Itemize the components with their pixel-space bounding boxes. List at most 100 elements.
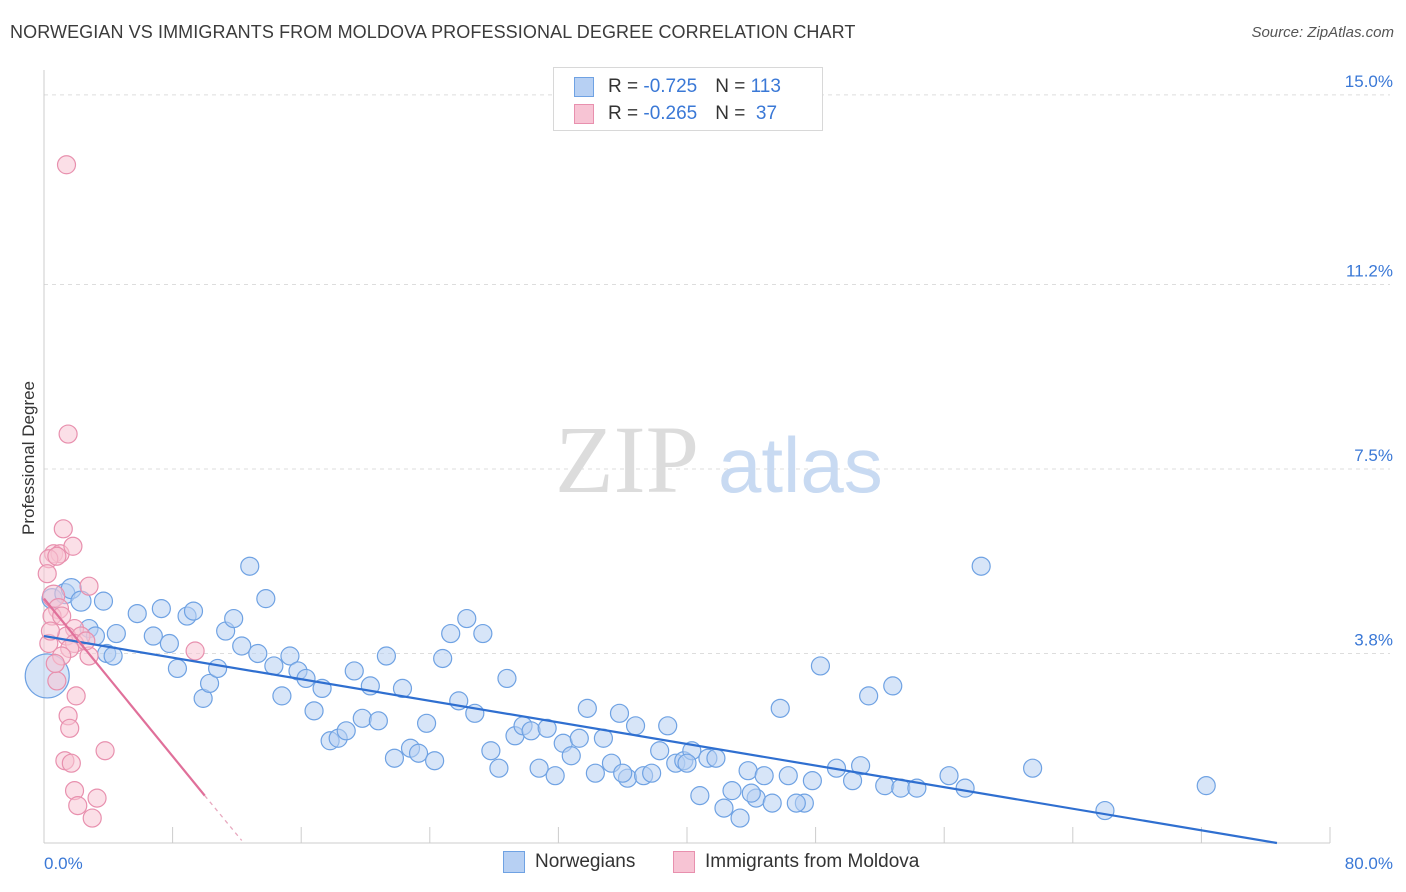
trend-layer — [43, 597, 1278, 845]
moldova-point — [60, 718, 80, 738]
moldova-point — [95, 741, 115, 761]
y-tick-label: 7.5% — [1354, 446, 1393, 465]
watermark: ZIP atlas — [555, 406, 883, 513]
legend-swatch-moldova — [574, 104, 594, 124]
norwegians-point — [859, 686, 879, 706]
moldova-point — [45, 653, 65, 674]
moldova-point — [47, 671, 67, 691]
norwegians-point — [106, 623, 126, 644]
norwegians-point — [971, 556, 991, 576]
norwegians-point — [159, 633, 179, 654]
moldova-trendline — [43, 597, 206, 797]
norwegians-point — [224, 608, 244, 629]
norwegians-point — [577, 698, 597, 718]
y-tick-label: 3.8% — [1354, 630, 1393, 649]
norwegians-point — [786, 793, 806, 813]
norwegians-point — [650, 741, 670, 761]
legend-r-label: R = — [608, 76, 644, 97]
x-tick-label-min: 0.0% — [44, 854, 83, 873]
axis-layer — [43, 70, 1331, 844]
norwegians-point — [489, 758, 509, 778]
norwegians-point — [280, 646, 300, 666]
norwegians-point — [658, 716, 678, 736]
norwegians-point — [738, 761, 758, 781]
norwegians-point — [810, 656, 831, 676]
correlation-legend: R = -0.725 N = 113 R = -0.265 N = 37 — [553, 67, 823, 131]
norwegians-point — [264, 656, 284, 676]
label-layer: 3.8% 7.5% 11.2% 15.0% 0.0% 80.0% Professional … — [19, 72, 1393, 873]
moldova-point — [53, 519, 73, 539]
legend-n-label: N = — [715, 76, 751, 97]
legend-n-value: 37 — [750, 103, 778, 124]
norwegians-point — [561, 746, 581, 766]
norwegians-point — [392, 678, 413, 699]
moldova-point — [52, 606, 72, 626]
moldova-point — [66, 686, 86, 706]
norwegians-point — [1095, 800, 1115, 821]
legend-row-norwegians: R = -0.725 N = 113 — [574, 74, 781, 100]
norwegians-point — [609, 703, 630, 723]
norwegians-point — [199, 673, 220, 694]
chart-title: NORWEGIAN VS IMMIGRANTS FROM MOLDOVA PRO… — [10, 22, 856, 42]
moldova-point — [61, 753, 81, 773]
legend-swatch-norwegians — [574, 77, 594, 97]
moldova-point — [47, 546, 67, 566]
norwegians-point — [762, 793, 782, 813]
norwegians-point — [481, 741, 501, 761]
norwegians-point — [545, 766, 565, 786]
norwegians-point — [93, 591, 114, 611]
moldova-point — [82, 808, 102, 828]
norwegians-point — [127, 603, 147, 624]
norwegians-point — [433, 648, 453, 669]
y-tick-label: 15.0% — [1345, 72, 1393, 91]
moldova-point — [68, 795, 88, 816]
norwegians-point — [722, 781, 742, 801]
legend-row-moldova: R = -0.265 N = 37 — [574, 101, 777, 127]
norwegians-point — [714, 798, 734, 818]
watermark-zip: ZIP — [555, 406, 699, 513]
norwegians-point — [183, 601, 204, 621]
moldova-point — [56, 155, 77, 175]
norwegians-point — [497, 668, 517, 689]
norwegians-point — [939, 766, 959, 786]
moldova-trendline-extension — [204, 795, 243, 841]
legend-r-value: -0.725 — [643, 76, 698, 97]
legend-r-value: -0.265 — [643, 103, 698, 124]
legend-r-label: R = — [608, 103, 644, 124]
norwegians-point — [625, 716, 646, 736]
moldova-point — [58, 424, 78, 444]
moldova-point — [79, 576, 99, 596]
norwegians-point — [344, 661, 364, 681]
norwegians-point — [256, 589, 276, 609]
norwegians-point — [778, 766, 798, 786]
y-axis-label: Professional Degree — [19, 381, 38, 535]
norwegians-point — [368, 711, 388, 731]
norwegians-point — [167, 658, 188, 679]
bottom-legend-label-norwegians: Norwegians — [535, 851, 636, 872]
norwegians-point — [416, 713, 437, 733]
norwegians-point — [336, 721, 356, 741]
y-tick-label: 11.2% — [1346, 261, 1393, 280]
norwegians-point — [883, 676, 903, 696]
norwegians-point — [232, 636, 252, 656]
norwegians-point — [690, 786, 710, 806]
norwegians-point — [706, 748, 726, 768]
norwegians-point — [457, 608, 477, 629]
norwegians-point — [304, 701, 324, 721]
bottom-legend-swatch-moldova — [673, 851, 695, 873]
legend-n-label: N = — [715, 103, 751, 124]
moldova-point — [185, 641, 205, 661]
norwegians-point — [770, 698, 790, 718]
norwegians-point — [408, 743, 429, 763]
norwegians-point — [143, 626, 163, 646]
bottom-legend-swatch-norwegians — [503, 851, 525, 873]
watermark-atlas: atlas — [718, 421, 883, 509]
norwegians-point — [441, 623, 461, 644]
norwegians-point — [569, 728, 589, 748]
norwegians-point — [730, 808, 750, 828]
source-label: Source: ZipAtlas.com — [1251, 24, 1394, 41]
x-tick-label-max: 80.0% — [1345, 854, 1393, 873]
norwegians-point — [741, 783, 761, 803]
moldova-point — [63, 536, 83, 556]
